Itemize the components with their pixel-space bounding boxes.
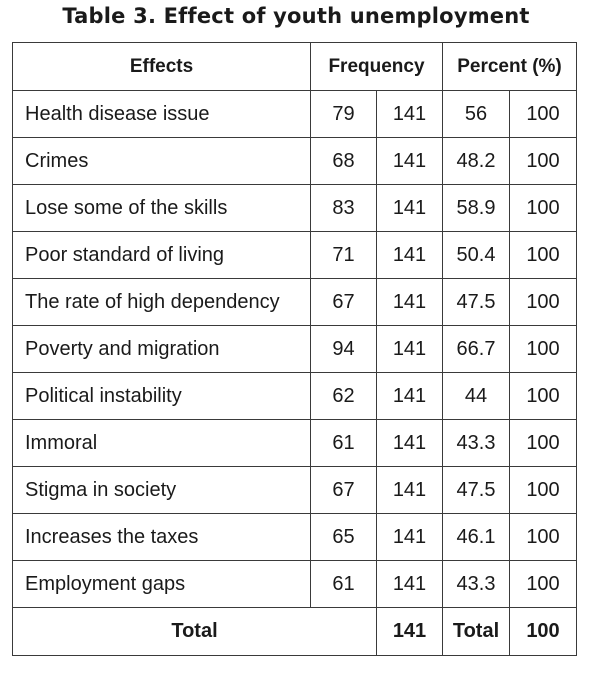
percent-cell: 48.2	[442, 137, 510, 185]
frequency-total-cell: 141	[376, 184, 443, 232]
frequency-cell: 65	[310, 513, 377, 561]
percent-cell: 58.9	[442, 184, 510, 232]
table-row: Employment gaps 61 141 43.3 100	[12, 560, 577, 608]
percent-cell: 46.1	[442, 513, 510, 561]
table-row: Lose some of the skills 83 141 58.9 100	[12, 184, 577, 232]
table-row: The rate of high dependency 67 141 47.5 100	[12, 278, 577, 326]
percent-cell: 47.5	[442, 278, 510, 326]
percent-cell: 56	[442, 90, 510, 138]
effect-cell: Employment gaps	[12, 560, 311, 608]
total-label-cell: Total	[12, 607, 377, 656]
percent-total-cell: 100	[509, 419, 577, 467]
percent-total-cell: 100	[509, 278, 577, 326]
effect-cell: Crimes	[12, 137, 311, 185]
header-percent: Percent (%)	[442, 42, 577, 91]
effect-cell: Immoral	[12, 419, 311, 467]
effect-cell: Lose some of the skills	[12, 184, 311, 232]
percent-cell: 43.3	[442, 419, 510, 467]
percent-cell: 50.4	[442, 231, 510, 279]
header-effects: Effects	[12, 42, 311, 91]
table-row: Increases the taxes 65 141 46.1 100	[12, 513, 577, 561]
frequency-cell: 71	[310, 231, 377, 279]
effect-cell: Political instability	[12, 372, 311, 420]
percent-cell: 43.3	[442, 560, 510, 608]
percent-total-cell: 100	[509, 231, 577, 279]
effect-cell: Poor standard of living	[12, 231, 311, 279]
header-frequency: Frequency	[310, 42, 443, 91]
percent-total-cell: 100	[509, 466, 577, 514]
table-row: Crimes 68 141 48.2 100	[12, 137, 577, 185]
percent-total-cell: 100	[509, 184, 577, 232]
effect-cell: Increases the taxes	[12, 513, 311, 561]
frequency-total-cell: 141	[376, 90, 443, 138]
table-body: Health disease issue 79 141 56 100 Crimes 68 14…	[12, 90, 577, 656]
effect-cell: The rate of high dependency	[12, 278, 311, 326]
frequency-total-cell: 141	[376, 466, 443, 514]
table-row: Health disease issue 79 141 56 100	[12, 90, 577, 138]
percent-total-cell: 100	[509, 90, 577, 138]
total-frequency-cell: 141	[376, 607, 443, 656]
frequency-cell: 61	[310, 419, 377, 467]
total-percent-label-cell: Total	[442, 607, 510, 656]
frequency-cell: 67	[310, 466, 377, 514]
frequency-cell: 68	[310, 137, 377, 185]
frequency-total-cell: 141	[376, 278, 443, 326]
percent-total-cell: 100	[509, 372, 577, 420]
percent-total-cell: 100	[509, 137, 577, 185]
frequency-total-cell: 141	[376, 513, 443, 561]
table-row: Political instability 62 141 44 100	[12, 372, 577, 420]
frequency-cell: 62	[310, 372, 377, 420]
total-row: Total 141 Total 100	[12, 607, 577, 656]
percent-total-cell: 100	[509, 325, 577, 373]
effect-cell: Poverty and migration	[12, 325, 311, 373]
frequency-total-cell: 141	[376, 231, 443, 279]
percent-cell: 44	[442, 372, 510, 420]
frequency-total-cell: 141	[376, 419, 443, 467]
frequency-cell: 83	[310, 184, 377, 232]
frequency-total-cell: 141	[376, 560, 443, 608]
effect-cell: Stigma in society	[12, 466, 311, 514]
frequency-total-cell: 141	[376, 372, 443, 420]
table-header: Effects Frequency Percent (%)	[12, 42, 577, 91]
percent-cell: 47.5	[442, 466, 510, 514]
percent-cell: 66.7	[442, 325, 510, 373]
frequency-cell: 67	[310, 278, 377, 326]
effect-cell: Health disease issue	[12, 90, 311, 138]
table-row: Stigma in society 67 141 47.5 100	[12, 466, 577, 514]
table-row: Poor standard of living 71 141 50.4 100	[12, 231, 577, 279]
header-row: Effects Frequency Percent (%)	[12, 42, 577, 91]
frequency-cell: 94	[310, 325, 377, 373]
frequency-total-cell: 141	[376, 325, 443, 373]
table-caption: Table 3. Effect of youth unemployment	[62, 4, 530, 28]
frequency-cell: 79	[310, 90, 377, 138]
effects-table: Effects Frequency Percent (%) Health dis…	[12, 42, 577, 656]
percent-total-cell: 100	[509, 513, 577, 561]
table-row: Immoral 61 141 43.3 100	[12, 419, 577, 467]
total-percent-cell: 100	[509, 607, 577, 656]
frequency-total-cell: 141	[376, 137, 443, 185]
frequency-cell: 61	[310, 560, 377, 608]
table-row: Poverty and migration 94 141 66.7 100	[12, 325, 577, 373]
percent-total-cell: 100	[509, 560, 577, 608]
